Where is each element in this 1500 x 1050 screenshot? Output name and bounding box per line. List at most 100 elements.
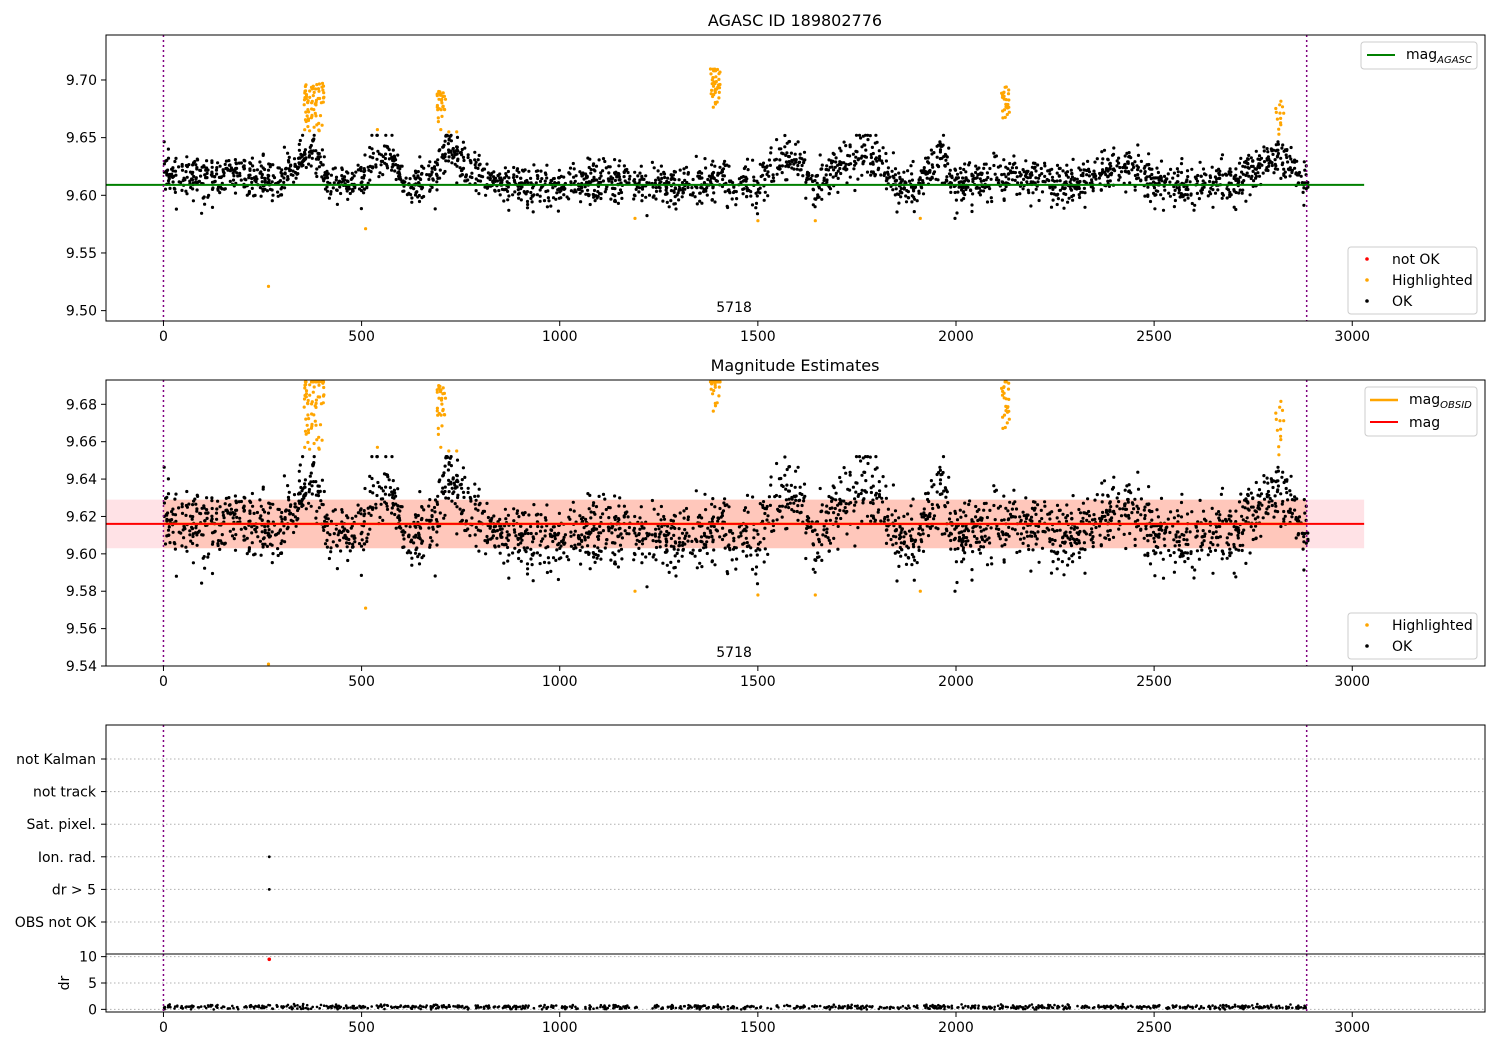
ok-point <box>225 166 229 170</box>
ok-point <box>1159 496 1164 500</box>
ok-point <box>1232 205 1236 209</box>
ok-point <box>680 181 685 185</box>
ok-point <box>276 547 280 551</box>
ok-point <box>480 511 484 515</box>
ok-point <box>259 170 263 174</box>
ok-point <box>857 133 862 137</box>
ok-point <box>579 185 584 189</box>
ok-point <box>800 492 804 497</box>
ok-point <box>845 509 849 514</box>
ok-point <box>1018 170 1022 175</box>
ok-point <box>1227 172 1231 176</box>
ok-point <box>1270 163 1274 168</box>
ok-point <box>251 164 255 168</box>
ok-point <box>874 455 878 459</box>
ok-point <box>1201 179 1205 183</box>
ok-point <box>597 549 602 553</box>
ok-point <box>445 134 450 138</box>
ok-point <box>954 525 958 530</box>
ok-point <box>886 514 890 519</box>
panel-1-legend-lower: not OK Highlighted OK <box>1347 246 1478 315</box>
ok-point <box>1132 507 1136 511</box>
ok-point <box>568 517 572 521</box>
ok-point <box>247 519 251 524</box>
ok-point <box>677 198 681 202</box>
highlighted-point <box>714 75 718 79</box>
ok-point <box>970 578 974 582</box>
ok-point <box>777 477 782 481</box>
ok-point <box>1294 517 1298 521</box>
ok-point <box>1056 197 1060 201</box>
ok-point <box>718 165 722 169</box>
ok-point <box>1040 517 1044 521</box>
ok-point <box>864 479 868 483</box>
panel-1-obsid-annotation: 5718 <box>716 300 752 316</box>
ok-point <box>1220 486 1225 490</box>
ok-point <box>659 172 663 176</box>
ok-point <box>735 197 739 201</box>
ok-point <box>963 551 967 555</box>
ok-point <box>797 160 801 165</box>
ok-point <box>1216 188 1220 192</box>
ok-point <box>1039 508 1043 512</box>
ok-point <box>1062 573 1066 577</box>
ok-point <box>1200 187 1204 191</box>
ok-point <box>1117 161 1121 165</box>
ok-point <box>989 177 993 181</box>
ok-point <box>1082 529 1086 533</box>
ok-point <box>314 480 318 484</box>
ok-point <box>620 536 625 540</box>
ok-point <box>709 524 713 528</box>
ok-point <box>680 554 684 558</box>
ok-point <box>794 498 798 502</box>
ok-point <box>203 173 207 177</box>
ok-point <box>250 491 254 496</box>
ok-point <box>954 560 959 564</box>
ok-point <box>837 502 841 506</box>
ok-point <box>839 516 843 521</box>
ok-point <box>316 155 320 159</box>
highlighted-point <box>266 284 271 288</box>
ok-point <box>1031 161 1036 165</box>
ok-point <box>824 534 828 538</box>
ok-point <box>665 200 669 204</box>
highlighted-point <box>717 96 721 100</box>
ok-point <box>731 547 736 551</box>
ok-point <box>1057 508 1061 513</box>
ok-point <box>599 174 603 178</box>
ok-point <box>949 547 953 551</box>
ok-point <box>516 543 520 547</box>
ok-point <box>353 186 357 190</box>
ok-point <box>814 197 818 201</box>
ok-point <box>259 194 263 198</box>
ok-point <box>381 489 385 493</box>
ok-point <box>1049 549 1054 553</box>
ok-point <box>253 178 257 182</box>
ok-point <box>1161 197 1165 201</box>
ok-point <box>1193 203 1197 207</box>
ok-point <box>857 492 861 497</box>
ok-point <box>200 211 204 215</box>
ok-point <box>936 164 941 168</box>
ok-point <box>1184 542 1188 546</box>
ok-point <box>894 528 899 532</box>
ok-point <box>1276 484 1280 488</box>
ok-point <box>836 513 840 517</box>
ok-point <box>551 556 556 560</box>
ok-point <box>418 490 422 494</box>
ok-point <box>327 556 331 561</box>
ok-point <box>340 510 344 514</box>
ok-point <box>784 160 789 164</box>
ok-point <box>304 507 308 511</box>
ok-point <box>235 171 239 175</box>
ok-point <box>1300 531 1304 536</box>
ok-point <box>1157 528 1161 532</box>
ok-point <box>173 169 178 173</box>
ok-point <box>1209 186 1213 190</box>
ok-point <box>1011 162 1016 166</box>
ok-point <box>1219 492 1223 496</box>
ok-point <box>804 531 808 535</box>
ok-point <box>702 181 707 185</box>
ok-point <box>592 510 596 515</box>
ok-point <box>430 166 434 170</box>
